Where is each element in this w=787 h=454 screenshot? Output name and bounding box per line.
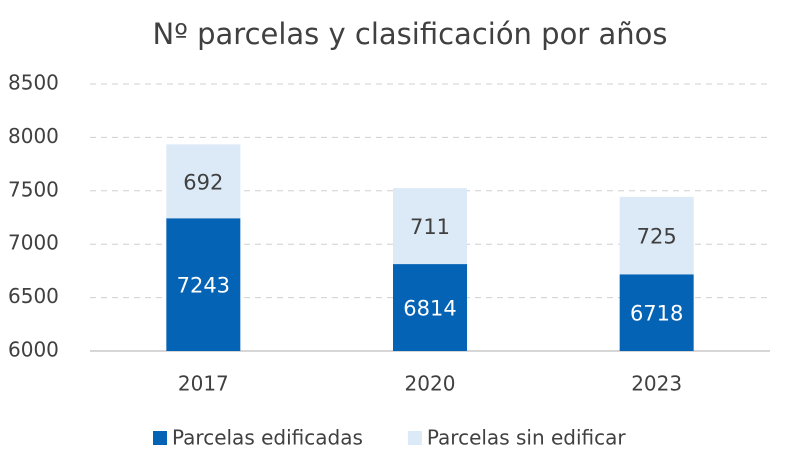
data-label: 6718 (630, 302, 683, 326)
legend-label: Parcelas sin edificar (427, 426, 627, 450)
legend-swatch (407, 431, 422, 445)
bar-segment (166, 218, 241, 351)
data-label: 7243 (177, 274, 230, 298)
bar-segment (393, 188, 467, 265)
x-tick-label: 2017 (178, 372, 229, 396)
bar-segment (393, 264, 467, 351)
legend-swatch (153, 431, 167, 445)
y-tick-label: 6000 (8, 338, 59, 362)
bar-segment (166, 144, 241, 219)
y-tick-label: 7500 (8, 177, 59, 201)
y-tick-label: 8500 (8, 71, 59, 95)
bar-segment (619, 274, 694, 351)
bar-segment (619, 196, 694, 275)
data-label: 6814 (403, 297, 456, 321)
data-label: 711 (410, 215, 450, 239)
y-tick-label: 7000 (8, 231, 59, 255)
data-label: 692 (183, 170, 223, 194)
y-tick-label: 8000 (8, 124, 59, 148)
data-label: 725 (637, 225, 677, 249)
y-tick-label: 6500 (8, 284, 59, 308)
x-tick-label: 2023 (631, 372, 682, 396)
legend-label: Parcelas edificadas (172, 426, 363, 450)
chart-title: Nº parcelas y clasificación por años (153, 17, 668, 51)
x-tick-label: 2020 (405, 372, 456, 396)
